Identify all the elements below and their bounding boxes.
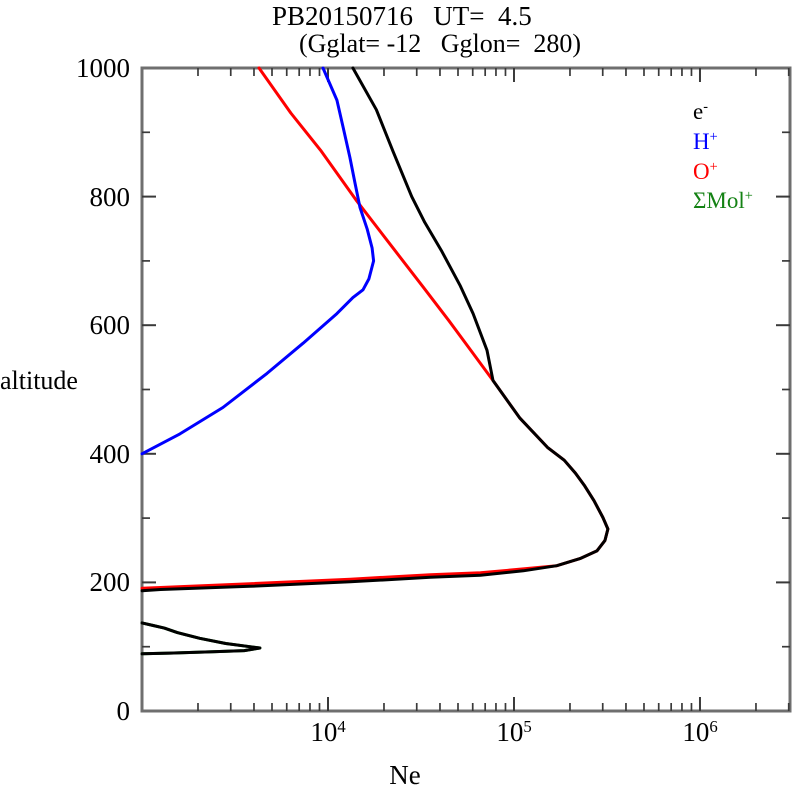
legend-label: e	[693, 99, 704, 124]
y-tick-label-1000: 1000	[76, 53, 130, 83]
y-tick-label-400: 400	[89, 439, 131, 469]
legend-label-superscript: +	[744, 188, 753, 205]
legend-label: ΣMol	[693, 188, 745, 213]
x-tick-exponent: 4	[337, 716, 346, 736]
series-h-plus-line-0	[140, 66, 376, 456]
legend-item-o-plus: O+	[693, 159, 718, 188]
y-tick-label-200: 200	[89, 567, 131, 597]
legend-item-mol-ions: ΣMol+	[693, 188, 753, 217]
y-tick-label-0: 0	[116, 696, 131, 726]
series-electrons-line-1	[140, 621, 262, 656]
x-tick-label-1e5: 105	[469, 717, 559, 751]
x-tick-base: 10	[682, 717, 710, 747]
chart-title: PB20150716 UT= 4.5	[272, 1, 532, 31]
x-tick-exponent: 6	[709, 716, 718, 736]
legend-label-superscript: +	[709, 129, 718, 146]
legend-label: H	[693, 129, 710, 154]
legend-item-electrons: e-	[693, 99, 708, 128]
x-axis-title: Ne	[389, 760, 421, 790]
x-tick-base: 10	[496, 717, 524, 747]
y-axis-title: altitude	[0, 366, 78, 395]
x-tick-base: 10	[310, 717, 338, 747]
chart-subtitle: (Gglat= -12 Gglon= 280)	[299, 29, 582, 58]
legend-label-superscript: +	[709, 159, 718, 176]
series-o-plus-line-0	[140, 66, 610, 590]
x-tick-exponent: 5	[523, 716, 532, 736]
legend-label-superscript: -	[703, 99, 708, 116]
x-tick-label-1e4: 104	[283, 717, 373, 751]
series-electrons-line-0	[140, 66, 610, 593]
legend-label: O	[693, 159, 710, 184]
y-tick-label-800: 800	[89, 182, 131, 212]
x-tick-label-1e6: 106	[655, 717, 745, 751]
y-tick-label-600: 600	[89, 310, 131, 340]
legend-item-h-plus: H+	[693, 129, 718, 158]
